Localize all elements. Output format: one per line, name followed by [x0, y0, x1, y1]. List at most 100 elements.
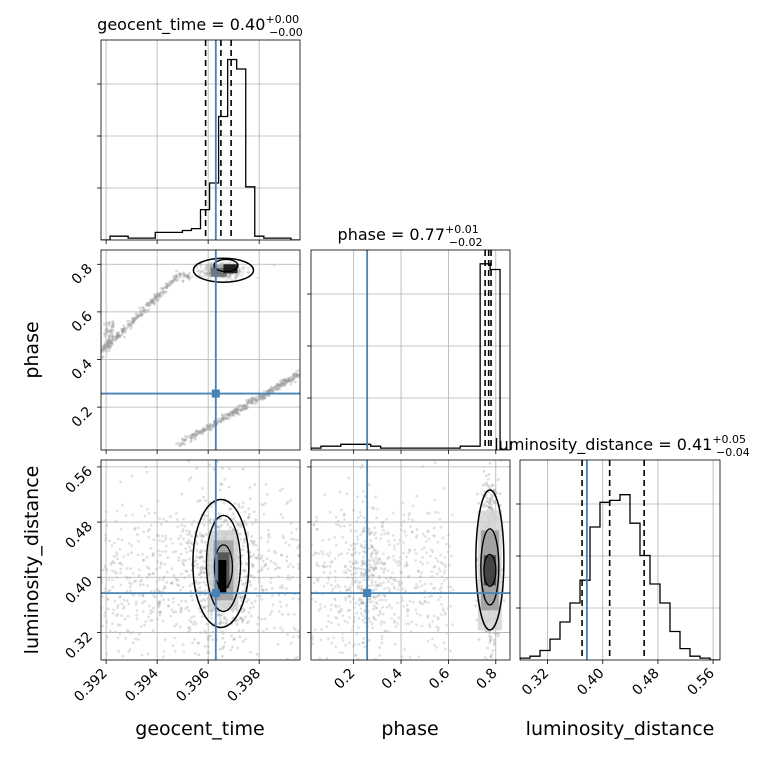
scatter-point — [350, 572, 354, 576]
scatter-point — [319, 603, 322, 607]
scatter-point — [116, 612, 120, 616]
scatter-point — [295, 538, 299, 542]
scatter-point — [278, 384, 281, 388]
scatter-point — [167, 283, 171, 287]
scatter-point — [413, 586, 417, 590]
scatter-point — [132, 320, 136, 324]
scatter-point — [425, 529, 429, 533]
scatter-point — [276, 386, 280, 390]
scatter-point — [363, 550, 367, 554]
scatter-point — [286, 577, 290, 581]
scatter-point — [434, 510, 437, 514]
scatter-point — [482, 505, 486, 509]
scatter-point — [258, 594, 262, 598]
scatter-point — [195, 433, 198, 437]
scatter-point — [152, 298, 155, 302]
scatter-point — [388, 543, 391, 547]
scatter-point — [182, 650, 186, 654]
density-cell — [210, 267, 227, 277]
scatter-point — [267, 549, 270, 553]
scatter-point — [262, 390, 266, 394]
scatter-point — [112, 335, 115, 338]
scatter-point — [130, 551, 133, 555]
scatter-point — [137, 638, 140, 641]
scatter-point — [197, 431, 201, 435]
scatter-point — [263, 396, 267, 400]
scatter-point — [242, 403, 246, 407]
scatter-point — [200, 566, 203, 570]
scatter-point — [158, 611, 161, 615]
scatter-point — [378, 609, 382, 613]
scatter-point — [272, 549, 276, 553]
x-tick-label: 0.2 — [331, 666, 358, 693]
scatter-point — [361, 490, 365, 494]
scatter-point — [267, 536, 271, 540]
scatter-point — [407, 622, 411, 626]
scatter-point — [390, 571, 394, 574]
scatter-point — [115, 335, 119, 339]
scatter-point — [349, 569, 352, 573]
scatter-point — [128, 324, 132, 328]
scatter-point — [188, 584, 192, 588]
scatter-point — [362, 527, 366, 531]
scatter-point — [195, 269, 199, 273]
scatter-point — [376, 507, 380, 511]
scatter-point — [203, 629, 207, 633]
scatter-point — [135, 613, 139, 617]
scatter-point — [287, 612, 290, 616]
scatter-point — [102, 346, 106, 350]
scatter-point — [159, 291, 163, 295]
scatter-point — [236, 273, 240, 277]
scatter-point — [232, 516, 236, 520]
scatter-point — [392, 579, 396, 582]
scatter-point — [333, 597, 337, 601]
scatter-point — [115, 334, 119, 338]
scatter-point — [241, 266, 245, 270]
scatter-point — [247, 401, 251, 404]
scatter-point — [241, 407, 245, 411]
scatter-point — [208, 277, 212, 281]
scatter-point — [164, 534, 168, 538]
scatter-point — [342, 518, 346, 521]
scatter-point — [141, 583, 145, 587]
scatter-point — [101, 578, 103, 582]
scatter-point — [122, 324, 126, 328]
scatter-point — [116, 331, 120, 335]
scatter-point — [131, 320, 135, 323]
scatter-point — [314, 600, 318, 604]
scatter-point — [247, 611, 251, 615]
scatter-point — [374, 606, 378, 610]
scatter-point — [158, 601, 162, 605]
scatter-point — [406, 614, 410, 617]
scatter-point — [449, 604, 453, 608]
scatter-point — [224, 622, 228, 626]
scatter-point — [295, 370, 299, 374]
scatter-point — [360, 463, 364, 467]
scatter-point — [286, 378, 290, 382]
scatter-point — [119, 583, 123, 587]
scatter-point — [161, 287, 165, 291]
scatter-point — [116, 623, 120, 627]
scatter-point — [427, 530, 430, 533]
scatter-point — [374, 536, 378, 540]
scatter-point — [130, 321, 134, 325]
scatter-point — [286, 376, 290, 380]
scatter-point — [204, 273, 208, 277]
scatter-point — [359, 567, 363, 571]
scatter-point — [343, 565, 347, 568]
scatter-point — [493, 641, 496, 645]
scatter-point — [291, 596, 295, 600]
scatter-point — [136, 313, 140, 317]
scatter-point — [173, 277, 177, 281]
scatter-point — [111, 320, 115, 324]
scatter-point — [134, 312, 138, 315]
scatter-point — [442, 571, 446, 575]
scatter-point — [246, 516, 250, 520]
scatter-point — [292, 376, 296, 380]
scatter-point — [189, 541, 193, 545]
scatter-point — [140, 552, 144, 556]
scatter-point — [149, 301, 152, 304]
scatter-point — [372, 567, 376, 571]
histogram-step-phase — [311, 263, 510, 450]
scatter-point — [334, 585, 337, 589]
